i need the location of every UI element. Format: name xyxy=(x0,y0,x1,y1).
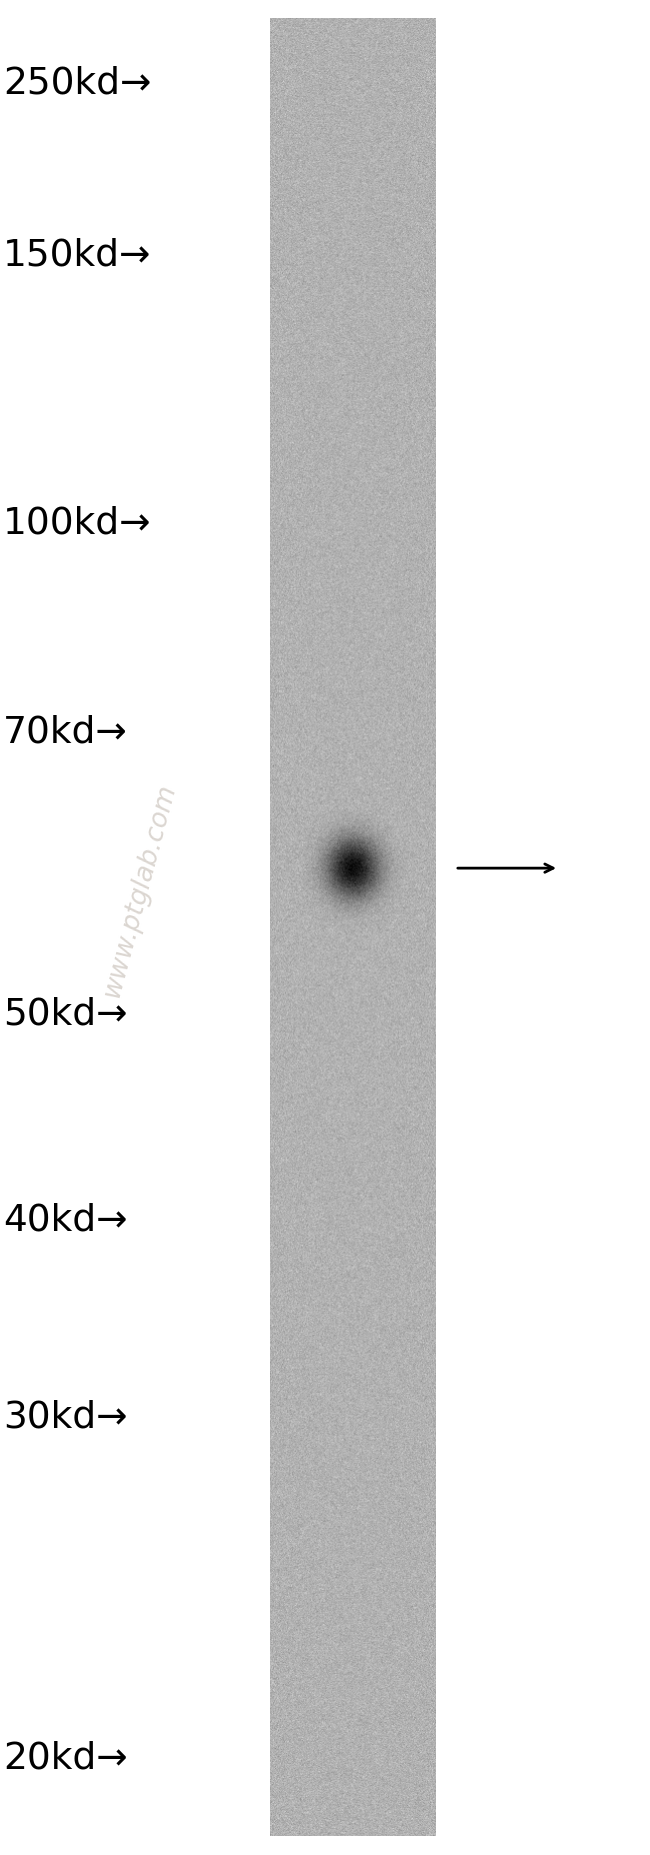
Text: 150kd→: 150kd→ xyxy=(3,237,151,275)
Text: 70kd→: 70kd→ xyxy=(3,714,128,751)
Text: 250kd→: 250kd→ xyxy=(3,65,151,102)
Text: 30kd→: 30kd→ xyxy=(3,1399,128,1436)
Text: 20kd→: 20kd→ xyxy=(3,1740,128,1777)
Text: www.ptglab.com: www.ptglab.com xyxy=(99,781,181,1000)
Text: 50kd→: 50kd→ xyxy=(3,996,128,1033)
Text: 40kd→: 40kd→ xyxy=(3,1202,128,1239)
Text: 100kd→: 100kd→ xyxy=(3,505,151,542)
